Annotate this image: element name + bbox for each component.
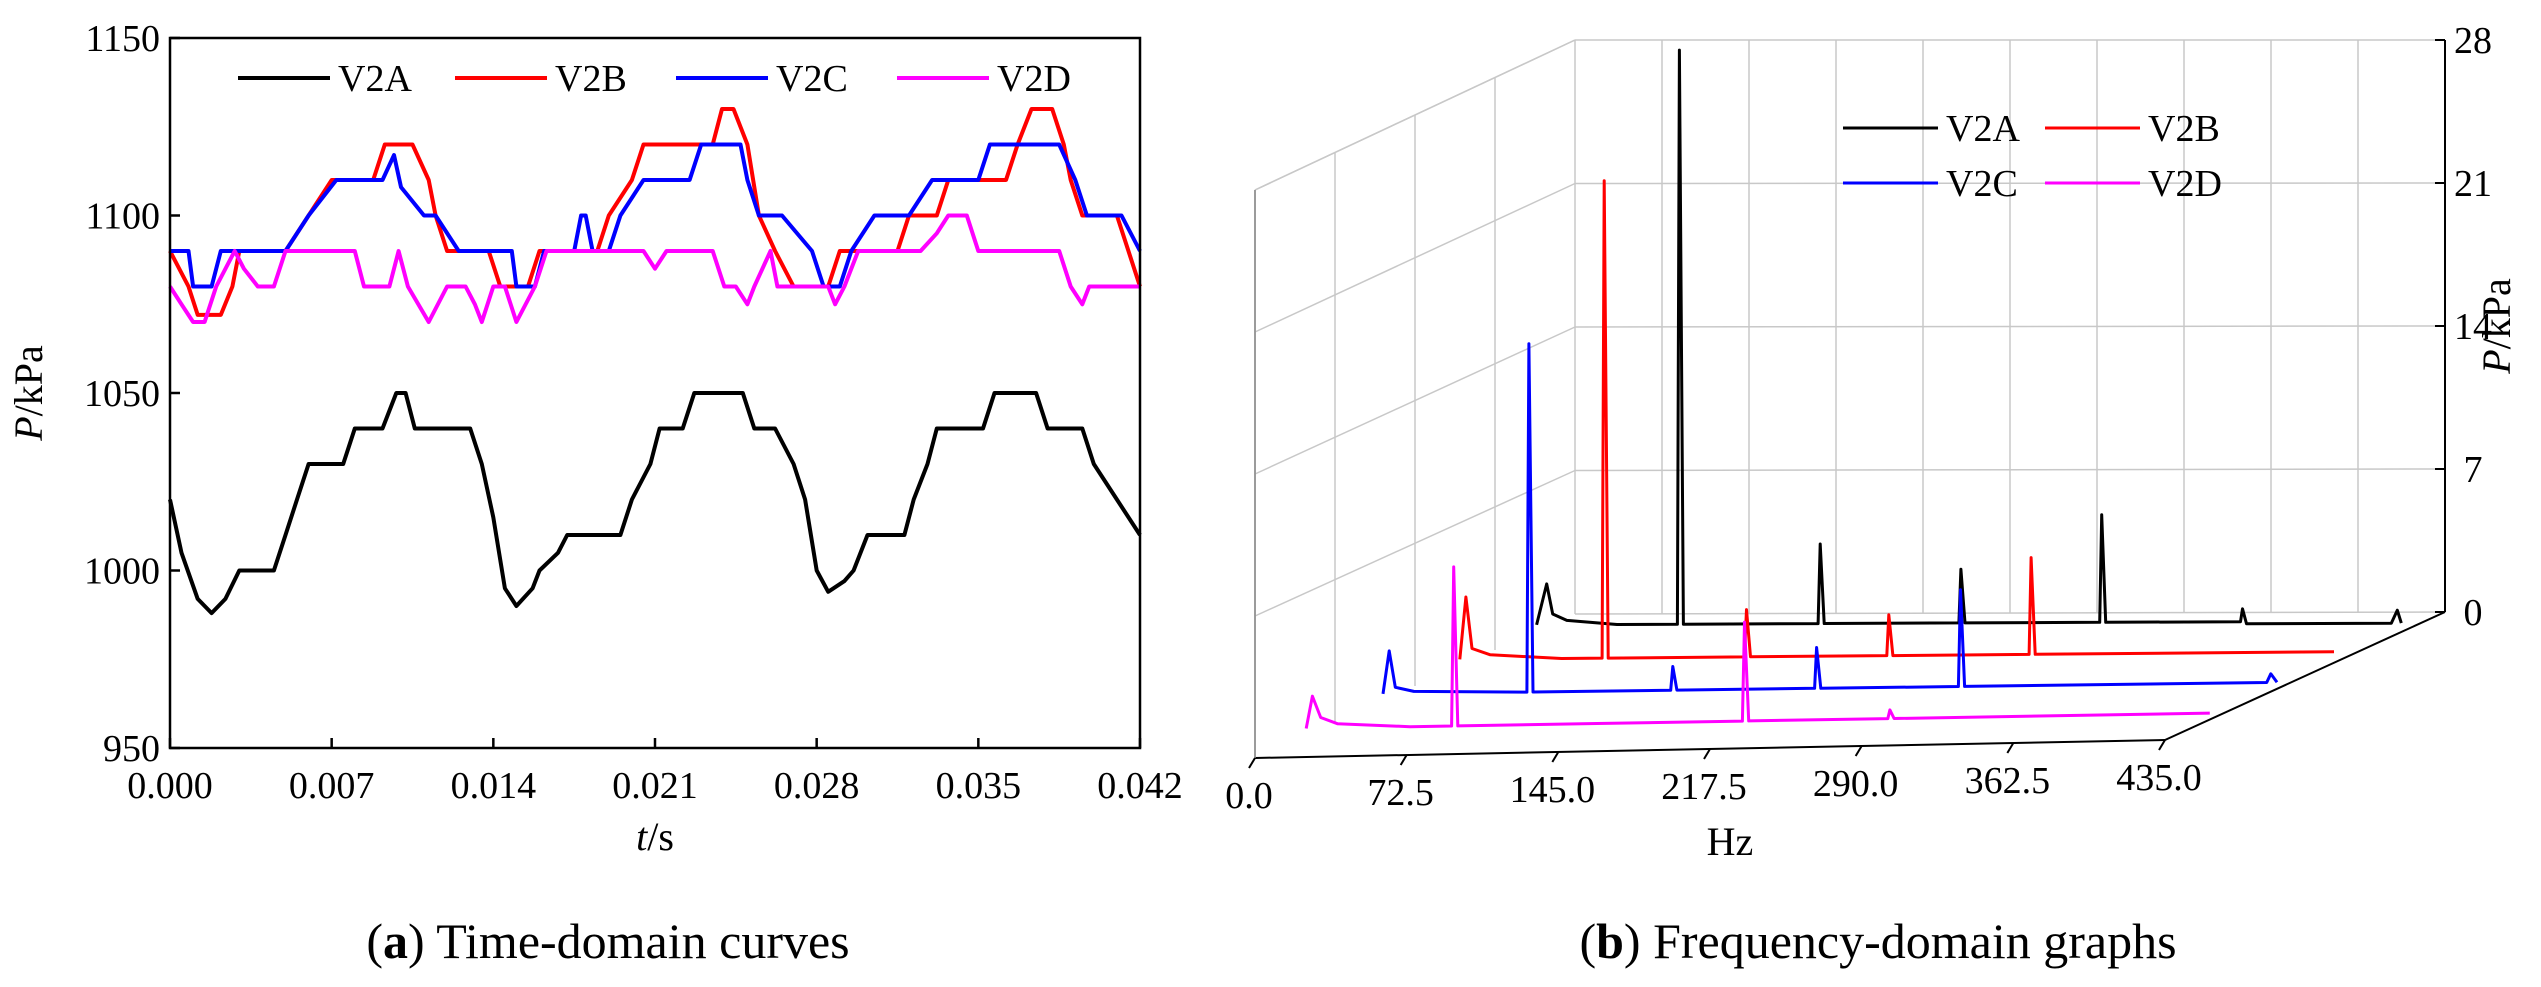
- frequency-domain-x-tick-label: 0.0: [1225, 775, 1273, 817]
- frequency-domain-x-tick-label: 290.0: [1813, 763, 1899, 805]
- frequency-domain-x-tick-label: 145.0: [1510, 769, 1596, 811]
- frequency-domain-legend-label: V2B: [2148, 108, 2220, 150]
- frequency-domain-gridline: [1254, 39, 1576, 191]
- frequency-domain-series-v2b: [1458, 179, 2335, 660]
- time-domain-series-layer: [168, 107, 1142, 616]
- time-domain-legend-label: V2C: [776, 58, 848, 100]
- frequency-domain-y-tick-label: 7: [2464, 449, 2483, 491]
- frequency-domain-x-tick: [2006, 742, 2015, 754]
- frequency-domain-x-tick: [1399, 754, 1408, 766]
- time-domain-chart: 0.000 0.007 0.014 0.021 0.028 0.035 0.042 950 1…: [6, 18, 1183, 969]
- frequency-domain-series-v2c: [1381, 342, 2279, 695]
- frequency-domain-x-tick-label: 217.5: [1661, 766, 1747, 808]
- frequency-domain-gridline: [1254, 326, 1576, 475]
- time-domain-x-tick-label: 0.007: [289, 765, 375, 807]
- frequency-domain-y-axis-title: P/kPa: [2474, 278, 2519, 375]
- time-domain-legend-label: V2A: [338, 58, 412, 100]
- frequency-domain-gridline: [1574, 325, 2446, 328]
- frequency-domain-y-tick-label: 28: [2454, 20, 2492, 62]
- frequency-domain-y-axis-unit: /kPa: [2474, 278, 2519, 349]
- time-domain-caption-letter: a: [383, 913, 408, 969]
- time-domain-caption-text: Time-domain curves: [436, 913, 849, 969]
- time-domain-x-axis-unit: /s: [647, 814, 674, 859]
- frequency-domain-caption-letter: b: [1596, 913, 1624, 969]
- time-domain-y-tick-label: 1000: [84, 551, 160, 593]
- time-domain-x-ticks: 0.000 0.007 0.014 0.021 0.028 0.035 0.042: [127, 738, 1183, 807]
- frequency-domain-x-tick: [1854, 745, 1863, 757]
- frequency-domain-x-tick-label: 72.5: [1367, 772, 1434, 814]
- frequency-domain-y-axis-variable: P: [2474, 349, 2519, 374]
- frequency-domain-chart: 0.0 72.5 145.0 217.5 290.0 362.5 435.0 0 7 14 21 2…: [1225, 20, 2519, 969]
- time-domain-y-tick-label: 950: [103, 728, 160, 770]
- time-domain-x-tick-label: 0.028: [774, 765, 860, 807]
- frequency-domain-gridline: [1574, 611, 2446, 615]
- time-domain-series-v2b: [168, 107, 1142, 317]
- frequency-domain-3d-grid: [1254, 39, 2446, 759]
- frequency-domain-y-tick-label: 21: [2454, 163, 2492, 205]
- frequency-domain-x-tick-label: 435.0: [2116, 757, 2202, 799]
- time-domain-y-axis-variable: P: [6, 416, 51, 441]
- time-domain-x-axis-title: t/s: [636, 814, 674, 859]
- frequency-domain-series-layer: [1304, 48, 2403, 729]
- time-domain-caption: (a) Time-domain curves: [366, 913, 849, 969]
- time-domain-y-ticks: 950 1000 1050 1100 1150: [84, 18, 180, 770]
- time-domain-series-v2d: [168, 213, 1140, 324]
- frequency-domain-legend-label: V2C: [1946, 163, 2018, 205]
- time-domain-x-tick-label: 0.042: [1097, 765, 1183, 807]
- frequency-domain-legend-label: V2D: [2148, 163, 2222, 205]
- frequency-domain-y-tick-label: 14: [2454, 306, 2492, 348]
- frequency-domain-floor-edge: [2164, 611, 2446, 741]
- time-domain-x-axis-variable: t: [636, 814, 648, 859]
- time-domain-x-tick-label: 0.035: [936, 765, 1022, 807]
- frequency-domain-x-tick-label: 362.5: [1965, 760, 2051, 802]
- frequency-domain-legend: V2A V2B V2C V2D: [1843, 108, 2222, 205]
- time-domain-y-tick-label: 1100: [85, 196, 160, 238]
- frequency-domain-series-v2d: [1304, 565, 2210, 729]
- time-domain-x-tick-label: 0.000: [127, 765, 213, 807]
- time-domain-y-tick-label: 1150: [85, 18, 160, 60]
- time-domain-y-axis-unit: /kPa: [6, 345, 51, 416]
- time-domain-legend-label: V2B: [555, 58, 627, 100]
- frequency-domain-y-tick-label: 0: [2464, 592, 2483, 634]
- frequency-domain-legend-label: V2A: [1946, 108, 2020, 150]
- frequency-domain-gridline: [1574, 182, 2446, 185]
- time-domain-series-v2a: [168, 391, 1142, 616]
- frequency-domain-gridline: [1254, 469, 1576, 617]
- frequency-domain-x-axis-title: Hz: [1707, 819, 1754, 864]
- time-domain-y-axis-title: P/kPa: [6, 345, 51, 442]
- frequency-domain-gridline: [1254, 182, 1576, 333]
- time-domain-legend: V2A V2B V2C V2D: [238, 58, 1071, 100]
- frequency-domain-y-ticks: 0 7 14 21 28: [2435, 20, 2492, 634]
- frequency-domain-caption-text: Frequency-domain graphs: [1653, 913, 2176, 969]
- time-domain-legend-label: V2D: [997, 58, 1071, 100]
- frequency-domain-x-tick: [1551, 751, 1560, 763]
- frequency-domain-gridline: [1574, 468, 2446, 472]
- frequency-domain-x-tick: [2158, 739, 2166, 751]
- frequency-domain-x-tick: [1248, 757, 1256, 769]
- frequency-domain-x-tick: [1703, 748, 1711, 760]
- frequency-domain-x-ticks: 0.0 72.5 145.0 217.5 290.0 362.5 435.0: [1225, 739, 2202, 817]
- frequency-domain-caption: (b) Frequency-domain graphs: [1579, 913, 2176, 969]
- time-domain-x-tick-label: 0.014: [451, 765, 537, 807]
- time-domain-x-tick-label: 0.021: [612, 765, 698, 807]
- time-domain-y-tick-label: 1050: [84, 373, 160, 415]
